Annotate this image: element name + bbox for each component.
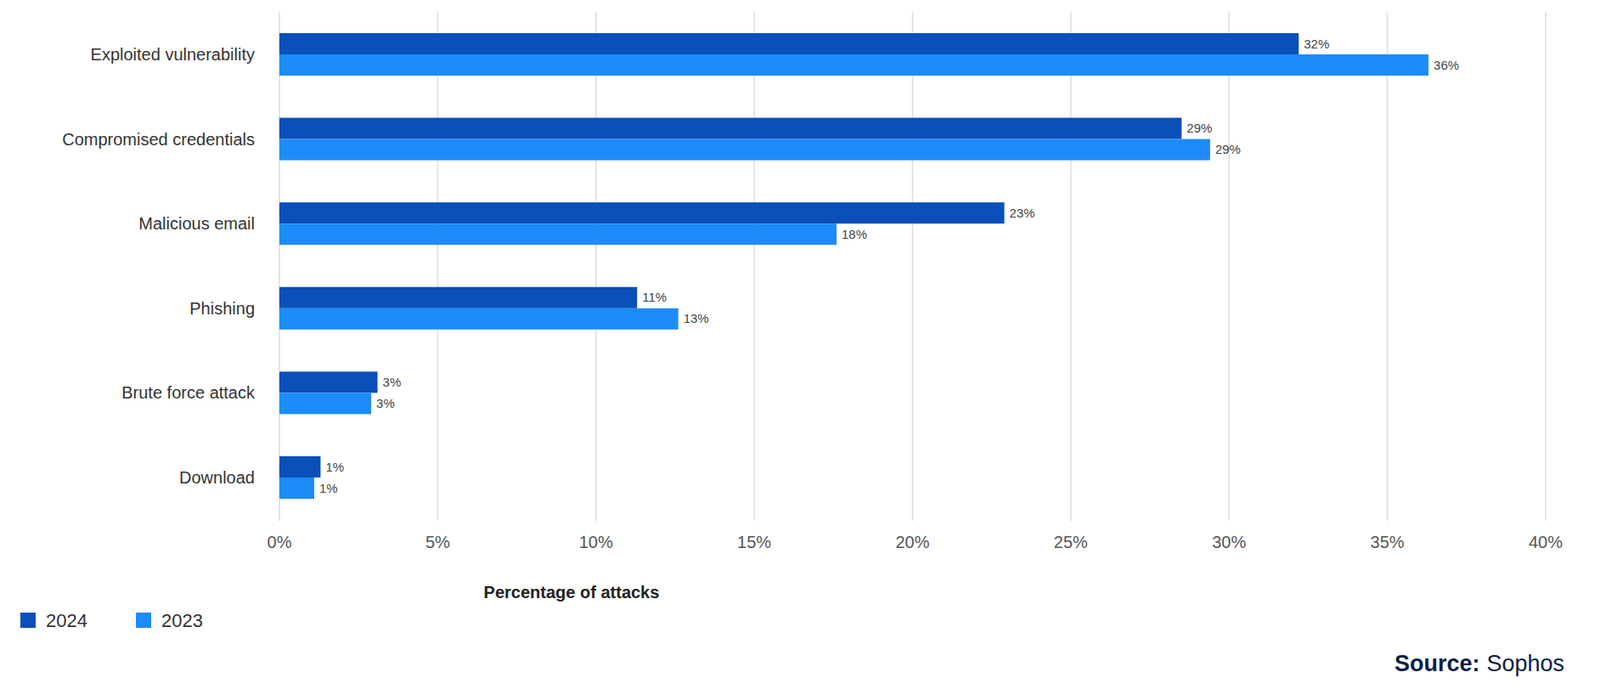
data-label: 32% — [1303, 36, 1330, 51]
source-name: Sophos — [1486, 650, 1565, 677]
grid-line — [1386, 11, 1389, 521]
data-label: 1% — [325, 459, 344, 474]
bar — [279, 371, 378, 393]
tick-label: 15% — [737, 532, 772, 552]
bar — [279, 223, 837, 245]
bars — [279, 33, 1429, 499]
bar — [279, 118, 1182, 140]
legend-swatch — [20, 612, 36, 628]
data-label: 13% — [683, 310, 710, 326]
tick-label: 10% — [579, 532, 614, 552]
bar — [279, 54, 1429, 76]
grid-line — [1228, 11, 1231, 521]
bar — [279, 308, 679, 330]
tick-label: 20% — [895, 532, 930, 552]
data-labels: 32% 29% 23% 11% 3% 1% 36% 29% 18% 13% 3% 1% — [319, 36, 1460, 496]
bar — [279, 202, 1005, 224]
bar — [279, 392, 372, 414]
grid-line — [278, 11, 281, 521]
data-label: 29% — [1215, 141, 1241, 157]
legend-label: 2023 — [161, 609, 203, 631]
data-label: 23% — [1009, 205, 1036, 220]
bar — [279, 477, 315, 499]
axis-title: Percentage of attacks — [484, 582, 660, 602]
grid-line — [437, 11, 440, 521]
source: Source:Sophos — [1394, 650, 1565, 677]
category-label: Phishing — [189, 298, 255, 318]
legend-swatch — [135, 612, 152, 628]
category-label: Compromised credentials — [61, 129, 255, 149]
chart-container: 0% 5% 10% 15% 20% 25% 30% 35% 40% Exploited vulne… — [0, 0, 1600, 695]
category-label: Exploited vulnerability — [90, 45, 255, 64]
data-label: 29% — [1186, 120, 1212, 136]
data-label: 36% — [1433, 57, 1460, 73]
tick-label: 40% — [1528, 532, 1563, 552]
source-label: Source: — [1394, 650, 1481, 677]
data-label: 3% — [376, 395, 395, 411]
bar — [279, 139, 1211, 161]
data-label: 18% — [841, 226, 868, 242]
category-label: Download — [179, 467, 255, 487]
tick-label: 0% — [267, 532, 293, 552]
data-label: 3% — [383, 374, 402, 389]
grid-line — [753, 11, 755, 521]
grid-line — [1544, 11, 1547, 521]
grid-line — [912, 11, 914, 521]
data-label: 1% — [319, 480, 339, 496]
bar — [279, 287, 637, 309]
category-label: Brute force attack — [121, 383, 256, 402]
bar — [279, 33, 1299, 55]
tick-label: 35% — [1370, 532, 1405, 552]
tick-label: 5% — [425, 532, 451, 552]
legend-label: 2024 — [45, 609, 88, 631]
data-label: 11% — [642, 289, 667, 305]
category-label: Malicious email — [138, 214, 255, 233]
grid-line — [1070, 11, 1072, 521]
grid-line — [595, 11, 598, 521]
tick-label: 25% — [1053, 532, 1088, 552]
legend: 2024 2023 — [20, 609, 203, 631]
chart: 0% 5% 10% 15% 20% 25% 30% 35% 40% Exploited vulne… — [0, 0, 1600, 695]
bar — [279, 456, 321, 478]
tick-label: 30% — [1211, 532, 1246, 552]
